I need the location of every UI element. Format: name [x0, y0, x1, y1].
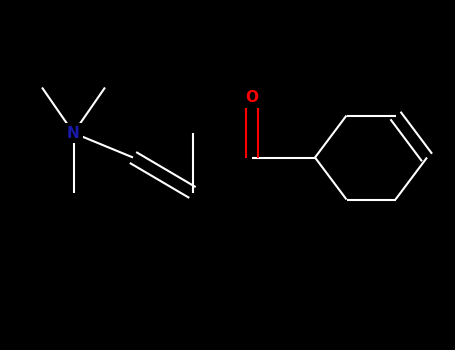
- Text: O: O: [246, 91, 258, 105]
- Text: N: N: [67, 126, 80, 140]
